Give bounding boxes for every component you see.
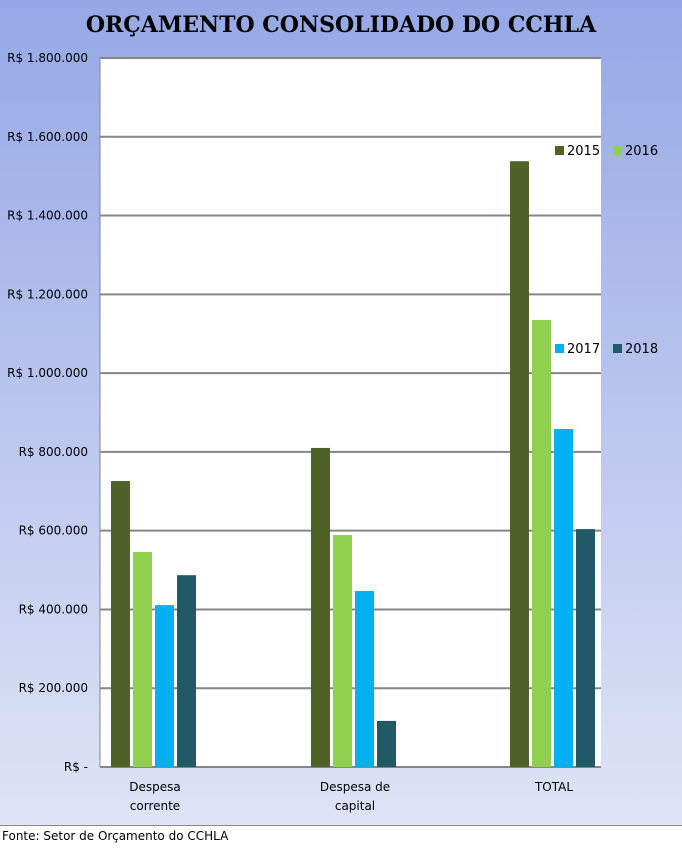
x-tick-label: corrente: [130, 799, 180, 813]
legend-label: 2015: [567, 144, 600, 159]
bar-chart: R$ - R$ 200.000 R$ 400.000 R$ 600.000 R$ 800…: [7, 51, 658, 813]
bar-2016-0: [133, 551, 152, 767]
bar-2017-2: [554, 429, 573, 767]
bar-2018-0: [177, 575, 196, 767]
x-tick-label: Despesa: [129, 780, 180, 794]
x-tick-label: TOTAL: [534, 780, 573, 794]
source-note: Fonte: Setor de Orçamento do CCHLA: [2, 829, 229, 843]
legend-swatch-2018: [613, 344, 622, 353]
legend-swatch-2017: [555, 344, 564, 353]
x-tick-label: capital: [335, 799, 375, 813]
y-tick-label: R$ 800.000: [19, 445, 88, 459]
bar-2018-2: [576, 529, 595, 767]
bar-2016-1: [333, 534, 352, 767]
y-tick-label: R$ 400.000: [19, 602, 88, 616]
y-tick-label: R$ 600.000: [19, 524, 88, 538]
bar-2015-1: [311, 447, 330, 767]
legend-label: 2018: [625, 342, 658, 357]
legend-label: 2016: [625, 144, 658, 159]
y-tick-label: R$ 1.600.000: [7, 130, 88, 144]
bar-2017-0: [155, 605, 174, 767]
bar-2015-2: [510, 161, 529, 768]
bar-2018-1: [377, 720, 396, 767]
y-tick-label: R$ 200.000: [19, 681, 88, 695]
y-tick-label: R$ 1.800.000: [7, 51, 88, 65]
y-tick-label: R$ -: [64, 760, 88, 774]
legend-swatch-2016: [613, 146, 622, 155]
y-tick-label: R$ 1.200.000: [7, 287, 88, 301]
bar-2017-1: [355, 590, 374, 767]
legend-label: 2017: [567, 342, 600, 357]
x-tick-label: Despesa de: [320, 780, 390, 794]
y-tick-label: R$ 1.400.000: [7, 209, 88, 223]
bar-2016-2: [532, 319, 551, 767]
chart-title: ORÇAMENTO CONSOLIDADO DO CCHLA: [85, 12, 597, 38]
y-tick-label: R$ 1.000.000: [7, 366, 88, 380]
legend-swatch-2015: [555, 146, 564, 155]
bar-2015-0: [111, 481, 130, 767]
